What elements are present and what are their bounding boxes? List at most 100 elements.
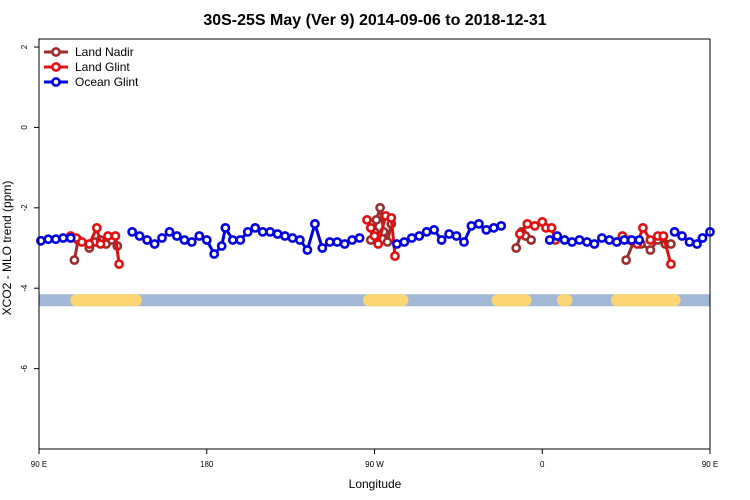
data-point xyxy=(127,226,138,237)
data-point xyxy=(546,222,557,233)
data-point xyxy=(421,226,432,237)
chart-title: 30S-25S May (Ver 9) 2014-09-06 to 2018-1… xyxy=(203,12,546,29)
data-point xyxy=(294,235,305,245)
data-point xyxy=(574,235,585,245)
data-point xyxy=(142,235,152,245)
data-point xyxy=(658,231,669,241)
y-tick-label: -2 xyxy=(20,204,29,212)
data-point xyxy=(611,237,622,247)
data-point xyxy=(235,235,246,245)
plot-area: 90 E 180 90 W 0 90 E 2 0 -2 -4 -6 xyxy=(20,38,718,469)
data-point xyxy=(280,231,290,241)
data-point xyxy=(582,237,592,247)
data-point xyxy=(552,231,563,241)
data-point xyxy=(339,239,350,249)
y-tick-label: 0 xyxy=(20,125,29,130)
data-point xyxy=(58,233,69,243)
data-point xyxy=(666,259,676,269)
data-point xyxy=(496,220,507,231)
legend-marker xyxy=(51,77,61,87)
data-point xyxy=(194,231,205,241)
data-point xyxy=(186,237,197,247)
data-point xyxy=(406,233,417,243)
data-point xyxy=(36,235,46,246)
legend-label: Land Glint xyxy=(75,60,130,74)
data-point xyxy=(365,222,376,233)
data-point xyxy=(386,212,397,223)
y-tick-label: -6 xyxy=(20,365,29,373)
data-point xyxy=(436,235,447,245)
data-point xyxy=(669,226,680,237)
data-point xyxy=(634,235,645,245)
data-point xyxy=(511,243,522,253)
y-tick-label: 2 xyxy=(20,44,29,49)
legend-label: Land Nadir xyxy=(75,45,134,59)
data-point xyxy=(391,239,402,249)
data-point xyxy=(626,235,637,245)
y-axis-label: XCO2 - MLO trend (ppm) xyxy=(0,181,14,316)
data-point xyxy=(481,224,492,235)
data-point xyxy=(227,235,238,245)
data-point xyxy=(692,239,702,249)
data-point xyxy=(302,245,313,255)
data-point xyxy=(242,226,253,237)
data-point xyxy=(697,233,708,243)
data-point xyxy=(69,255,80,265)
data-point xyxy=(526,235,536,245)
data-point xyxy=(347,235,357,245)
y-tick-label: -4 xyxy=(20,284,29,292)
data-point xyxy=(287,233,298,243)
data-point xyxy=(332,237,343,247)
data-point xyxy=(559,235,570,245)
data-point xyxy=(529,220,540,231)
data-point xyxy=(171,231,182,241)
x-axis-label: Longitude xyxy=(349,477,402,491)
data-point xyxy=(375,202,385,213)
data-point xyxy=(414,231,425,241)
data-point xyxy=(265,226,275,237)
data-point xyxy=(362,214,372,225)
data-point xyxy=(604,235,615,245)
data-point xyxy=(589,239,600,249)
data-point xyxy=(373,239,384,249)
data-point xyxy=(451,231,462,241)
x-tick-label: 180 xyxy=(200,460,214,469)
x-tick-label: 90 W xyxy=(365,460,384,469)
data-point xyxy=(149,239,160,249)
data-point xyxy=(110,231,121,241)
data-point xyxy=(390,251,400,261)
data-point xyxy=(466,220,477,231)
legend-marker xyxy=(51,47,61,57)
data-point xyxy=(354,233,365,243)
data-point xyxy=(84,239,95,249)
data-point xyxy=(488,222,499,233)
data-point xyxy=(209,249,220,259)
data-point xyxy=(638,222,648,233)
data-point xyxy=(220,222,231,233)
data-point xyxy=(666,239,676,249)
data-point xyxy=(77,237,87,247)
data-point xyxy=(444,229,454,239)
data-point xyxy=(515,229,525,239)
data-point xyxy=(91,222,102,233)
data-point xyxy=(179,235,190,245)
x-tick-label: 0 xyxy=(540,460,545,469)
data-point xyxy=(645,245,656,255)
data-point xyxy=(317,243,328,253)
data-point xyxy=(164,226,175,237)
data-point xyxy=(309,218,320,229)
data-point xyxy=(50,234,61,245)
data-point xyxy=(43,234,54,245)
data-point xyxy=(201,235,212,245)
x-tick-label: 90 E xyxy=(31,460,47,469)
data-point xyxy=(250,222,261,233)
data-point xyxy=(645,235,656,245)
data-point xyxy=(65,233,76,243)
data-point xyxy=(216,241,227,251)
data-point xyxy=(369,231,380,241)
data-point xyxy=(677,231,687,241)
data-point xyxy=(371,214,382,225)
data-point xyxy=(567,237,577,247)
